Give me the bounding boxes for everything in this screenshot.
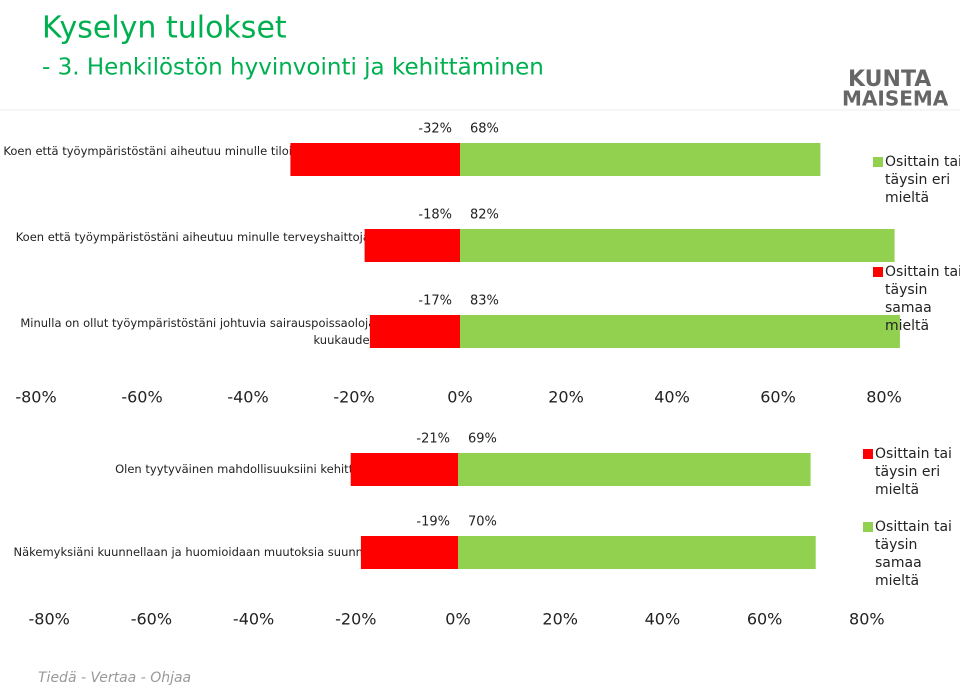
- bar: [460, 315, 900, 348]
- bar: [364, 229, 460, 262]
- legend-label-box: Osittain tai täysin eri mieltä: [885, 154, 960, 206]
- bar: [458, 536, 816, 569]
- legend-label: Osittain tai täysin samaa mieltä: [875, 519, 952, 589]
- footer-text: Tiedä - Vertaa - Ohjaa: [38, 670, 191, 686]
- x-tick-label: -80%: [29, 610, 70, 629]
- bar: [458, 453, 811, 486]
- bar: [460, 229, 895, 262]
- x-tick-label: 20%: [548, 388, 584, 407]
- legend-label: Osittain tai täysin eri mieltä: [875, 446, 952, 498]
- category-label-box: Näkemyksiäni kuunnellaan ja huomioidaan …: [13, 545, 450, 559]
- legend-swatch: [873, 157, 883, 167]
- x-tick-label: 60%: [747, 610, 783, 629]
- category-label: Näkemyksiäni kuunnellaan ja huomioidaan …: [13, 545, 450, 559]
- x-tick-label: 80%: [849, 610, 885, 629]
- bar: [460, 143, 821, 176]
- x-tick-label: -20%: [333, 388, 374, 407]
- legend-swatch: [873, 267, 883, 277]
- legend-label-box: Osittain tai täysin samaa mieltä: [875, 519, 952, 589]
- x-tick-label: 0%: [445, 610, 470, 629]
- value-label: 70%: [468, 515, 497, 530]
- x-tick-label: -60%: [131, 610, 172, 629]
- x-tick-label: 40%: [645, 610, 681, 629]
- x-tick-label: -60%: [121, 388, 162, 407]
- legend-swatch: [863, 449, 873, 459]
- slide-subtitle: - 3. Henkilöstön hyvinvointi ja kehittäm…: [42, 55, 544, 81]
- bar: [350, 453, 458, 486]
- bar: [369, 315, 460, 348]
- value-label: -32%: [418, 122, 452, 137]
- value-label: -19%: [416, 515, 450, 530]
- legend-swatch: [863, 522, 873, 532]
- x-tick-label: 0%: [447, 388, 472, 407]
- legend-label-box: Osittain tai täysin samaa mieltä: [885, 264, 960, 334]
- x-tick-label: -40%: [233, 610, 274, 629]
- x-tick-label: -40%: [227, 388, 268, 407]
- value-label: -18%: [418, 208, 452, 223]
- bar: [290, 143, 460, 176]
- slide-title: Kyselyn tulokset: [42, 11, 287, 46]
- legend-label: Osittain tai täysin eri mieltä: [885, 154, 960, 206]
- value-label: 83%: [470, 294, 499, 309]
- value-label: 69%: [468, 432, 497, 447]
- value-label: -21%: [416, 432, 450, 447]
- logo-text: MAISEMA: [842, 87, 949, 111]
- x-tick-label: 20%: [542, 610, 578, 629]
- value-label: -17%: [418, 294, 452, 309]
- x-tick-label: 80%: [866, 388, 902, 407]
- logo-text: KUNTA: [848, 67, 931, 92]
- x-tick-label: 60%: [760, 388, 796, 407]
- x-tick-label: 40%: [654, 388, 690, 407]
- legend-label-box: Osittain tai täysin eri mieltä: [875, 446, 952, 498]
- x-tick-label: -20%: [335, 610, 376, 629]
- value-label: 68%: [470, 122, 499, 137]
- bar: [360, 536, 458, 569]
- legend-label: Osittain tai täysin samaa mieltä: [885, 264, 960, 334]
- x-tick-label: -80%: [15, 388, 56, 407]
- value-label: 82%: [470, 208, 499, 223]
